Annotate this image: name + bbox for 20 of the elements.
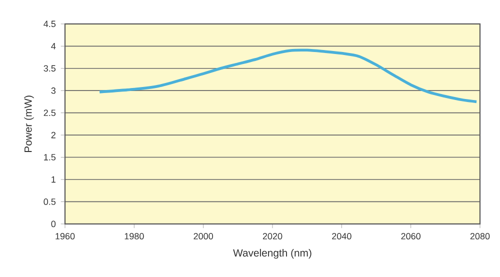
y-tick-label: 0.5 — [44, 198, 56, 205]
x-tick-label: 2080 — [470, 233, 490, 240]
y-tick-label: 3.5 — [44, 65, 56, 72]
y-tick-label: 4.5 — [44, 20, 56, 28]
x-tick-label: 2000 — [194, 233, 214, 240]
y-tick-label: 2 — [51, 132, 56, 138]
y-tick-label: 0 — [51, 220, 56, 228]
x-tick-label: 1980 — [124, 233, 144, 240]
y-tick-label: 3 — [51, 87, 56, 94]
y-tick-label: 1 — [52, 176, 56, 183]
x-tick-label: 2040 — [332, 233, 352, 240]
x-tick-label: 1960 — [56, 233, 75, 240]
x-axis-title: Wavelength (nm) — [233, 248, 312, 259]
line-series — [98, 48, 478, 104]
y-tick-label: 2.5 — [44, 110, 56, 116]
y-tick-label: 1.5 — [44, 154, 56, 160]
y-axis-title: Power (mW) — [24, 96, 34, 152]
y-tick-label: 4 — [51, 43, 56, 50]
x-tick-label: 2020 — [262, 233, 282, 240]
x-tick-label: 2060 — [401, 233, 421, 240]
